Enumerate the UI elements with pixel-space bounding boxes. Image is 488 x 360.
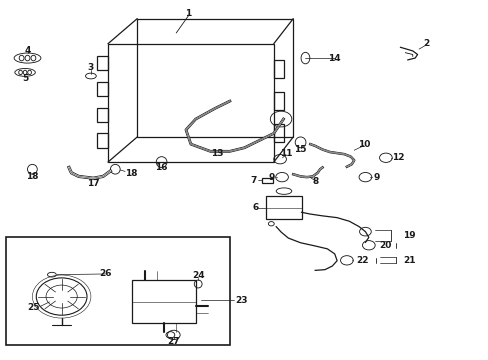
Text: 18: 18: [124, 169, 137, 178]
Text: 13: 13: [211, 149, 224, 158]
Text: 14: 14: [328, 54, 340, 63]
Text: 8: 8: [311, 177, 318, 186]
Text: 11: 11: [279, 149, 292, 158]
Text: 21: 21: [402, 256, 415, 265]
Text: 25: 25: [27, 303, 40, 312]
Text: 5: 5: [22, 75, 28, 84]
Text: 20: 20: [379, 241, 391, 250]
Text: 3: 3: [88, 63, 94, 72]
Text: 6: 6: [252, 203, 258, 212]
Text: 7: 7: [249, 176, 256, 185]
Text: 17: 17: [87, 179, 100, 188]
Text: 4: 4: [24, 46, 31, 55]
Bar: [5, 237, 229, 345]
Text: 9: 9: [267, 173, 274, 182]
Text: 10: 10: [357, 140, 369, 149]
Text: 18: 18: [26, 172, 39, 181]
Text: 24: 24: [191, 270, 204, 279]
Text: 27: 27: [167, 337, 180, 346]
Text: 1: 1: [185, 9, 191, 18]
Text: 26: 26: [99, 269, 112, 278]
Text: 9: 9: [373, 173, 380, 182]
Text: 23: 23: [234, 296, 247, 305]
Text: 19: 19: [402, 231, 415, 240]
Text: 22: 22: [356, 256, 368, 265]
Text: 12: 12: [391, 153, 404, 162]
Text: 15: 15: [294, 145, 306, 154]
Text: 16: 16: [155, 163, 167, 172]
Text: 2: 2: [422, 39, 428, 48]
